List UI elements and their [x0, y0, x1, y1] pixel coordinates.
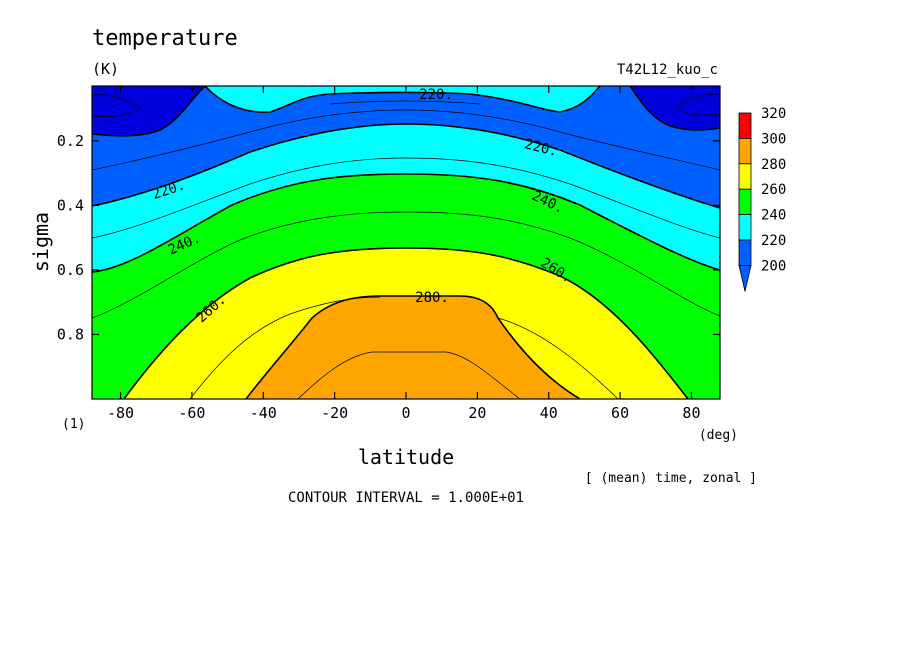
filled-contours [92, 86, 720, 399]
x-tick-label: 80 [682, 404, 700, 422]
x-tick-label: -80 [107, 404, 134, 422]
band-200-220 [92, 86, 720, 208]
y-axis-label: sigma [29, 212, 53, 272]
colorbar-extend-arrow [738, 264, 752, 292]
colorbar: 320 300 280 260 240 220 200 [738, 106, 786, 292]
units-label: (K) [92, 60, 119, 78]
x-axis-unit: (deg) [699, 428, 738, 443]
intermediate-contours [92, 93, 720, 399]
colorbar-swatch [738, 239, 752, 266]
colorbar-label: 200 [761, 258, 786, 274]
x-tick-label: 60 [611, 404, 629, 422]
contour-280 [245, 295, 581, 399]
run-label: T42L12_kuo_c [617, 62, 718, 78]
x-tick-label: 40 [540, 404, 558, 422]
averaging-note: [ (mean) time, zonal ] [585, 471, 757, 486]
contour-230 [92, 157, 720, 239]
x-tick-label: -20 [321, 404, 348, 422]
contour-210 [92, 109, 720, 171]
contour-270-b [497, 317, 619, 399]
contour-label: 220. [523, 136, 560, 160]
x-tick-label: -60 [178, 404, 205, 422]
contour-interval-note: CONTOUR INTERVAL = 1.000E+01 [288, 490, 524, 506]
x-axis-label: latitude [358, 445, 454, 469]
contour-190-north [675, 93, 720, 116]
colorbar-swatch [738, 214, 752, 241]
contour-220-top [204, 86, 601, 113]
contour-210-top [329, 100, 481, 105]
colorbar-label: 220 [761, 233, 786, 249]
contour-label: 220. [419, 87, 453, 103]
band-220-240-top-center [205, 86, 600, 113]
colorbar-label: 300 [761, 131, 786, 147]
contour-lines [92, 86, 720, 399]
x-axis: -80 -60 -40 -20 0 20 40 60 80 [107, 86, 700, 422]
colorbar-swatch [738, 137, 752, 165]
chart-title: temperature [92, 26, 238, 51]
contour-label: 280. [415, 290, 449, 306]
y-axis-note: (1) [62, 417, 85, 432]
contour-270 [189, 296, 381, 399]
contour-200-south [92, 86, 206, 137]
contour-220 [92, 123, 720, 209]
contour-240 [92, 173, 720, 273]
y-tick-label: 0.6 [57, 261, 84, 279]
colorbar-label: 280 [761, 157, 786, 173]
colorbar-label: 320 [761, 106, 786, 122]
y-axis: 0.2 0.4 0.6 0.8 [57, 132, 720, 343]
x-tick-label: -40 [250, 404, 277, 422]
colorbar-label: 260 [761, 182, 786, 198]
colorbar-swatch [738, 188, 752, 215]
contour-250 [92, 211, 720, 319]
contour-290 [297, 351, 521, 399]
y-tick-label: 0.8 [57, 325, 84, 343]
contour-190-south [92, 93, 141, 118]
contour-200-north [629, 86, 720, 131]
x-tick-label: 20 [468, 404, 486, 422]
contour-260 [123, 247, 689, 399]
x-tick-label: 0 [401, 404, 410, 422]
colorbar-label: 240 [761, 208, 786, 224]
band-280-300 [246, 296, 580, 399]
y-tick-label: 0.4 [57, 196, 84, 214]
colorbar-swatch [738, 163, 752, 190]
y-tick-label: 0.2 [57, 132, 84, 150]
colorbar-swatch [738, 112, 752, 139]
